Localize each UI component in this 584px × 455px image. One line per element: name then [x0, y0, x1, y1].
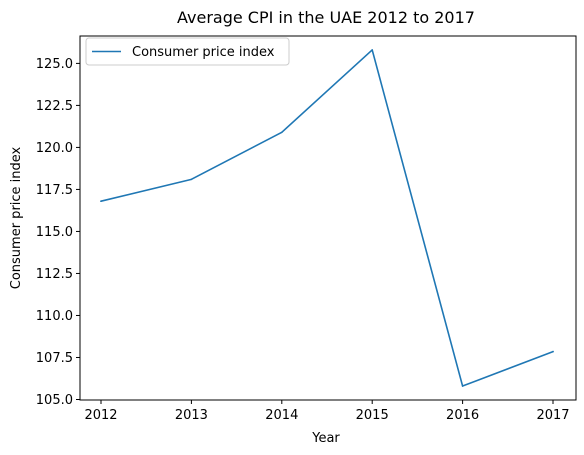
y-tick-label: 117.5: [36, 183, 73, 198]
data-point: [100, 200, 102, 202]
legend: Consumer price index: [85, 37, 290, 66]
x-tick-label: 2012: [84, 408, 117, 423]
y-tick-label: 115.0: [36, 225, 73, 240]
y-axis-label: Consumer price index: [9, 146, 24, 289]
y-tick-label: 125.0: [36, 57, 73, 72]
y-tick-label: 120.0: [36, 141, 73, 156]
x-tick-label: 2013: [175, 408, 208, 423]
x-axis: 2012 2013 2014 2015 2016 2017: [84, 400, 570, 423]
data-point: [371, 49, 374, 51]
y-tick-label: 122.5: [36, 99, 73, 114]
x-tick-label: 2016: [446, 408, 479, 423]
data-point: [552, 350, 554, 353]
data-point: [281, 131, 283, 134]
legend-series-label: Consumer price index: [132, 45, 275, 60]
chart-title: Average CPI in the UAE 2012 to 2017: [177, 8, 475, 27]
x-tick-label: 2015: [356, 408, 389, 423]
series-line: [100, 49, 554, 387]
data-point: [461, 385, 464, 387]
x-tick-label: 2017: [536, 408, 569, 423]
y-tick-label: 105.0: [36, 393, 73, 408]
y-tick-label: 110.0: [36, 309, 73, 324]
plot-area-frame: [79, 35, 577, 401]
data-point: [190, 178, 193, 181]
x-axis-label: Year: [311, 431, 340, 446]
y-axis: 105.0 107.5 110.0 112.5 115.0 117.5 120.0 122.5…: [36, 57, 80, 408]
series-layer: [100, 49, 554, 387]
y-tick-label: 107.5: [36, 351, 73, 366]
legend-box: [85, 37, 290, 66]
y-tick-label: 112.5: [36, 267, 73, 282]
x-tick-label: 2014: [265, 408, 298, 423]
